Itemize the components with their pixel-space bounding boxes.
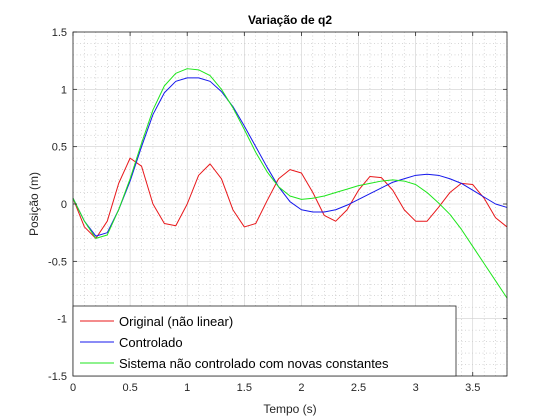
x-tick-label: 2: [298, 382, 304, 394]
legend-label-controlado: Controlado: [119, 335, 183, 350]
x-axis-label: Tempo (s): [263, 402, 316, 416]
x-tick-label: 3: [413, 382, 419, 394]
x-tick-label: 3.5: [465, 382, 480, 394]
legend-label-original: Original (não linear): [119, 314, 233, 329]
y-axis-label: Posição (m): [27, 172, 41, 236]
y-tick-label: -1: [57, 314, 67, 326]
x-tick-label: 0.5: [122, 382, 137, 394]
x-tick-label: 2.5: [351, 382, 366, 394]
legend-box: [72, 305, 457, 377]
series-line-controlado: [72, 77, 508, 237]
x-tick-label: 0: [70, 382, 76, 394]
x-tick-label: 1: [184, 382, 190, 394]
series-layer: [72, 68, 508, 299]
x-tick-label: 1.5: [237, 382, 252, 394]
legend: Original (não linear) Controlado Sistema…: [72, 305, 457, 377]
legend-label-nao-controlado: Sistema não controlado com novas constan…: [119, 356, 389, 371]
series-line-nao-controlado: [72, 68, 508, 299]
y-tick-label: 0.5: [52, 142, 67, 154]
chart-title: Variação de q2: [248, 13, 332, 27]
y-tick-label: 1.5: [52, 27, 67, 39]
x-tick-labels: 0 0.5 1 1.5 2 2.5 3 3.5: [70, 382, 480, 394]
y-tick-labels: -1.5 -1 -0.5 0 0.5 1 1.5: [48, 27, 67, 383]
y-tick-label: 1: [61, 84, 67, 96]
series-line-original: [72, 157, 508, 239]
y-tick-label: -0.5: [48, 256, 67, 268]
y-tick-label: 0: [61, 199, 67, 211]
y-tick-label: -1.5: [48, 371, 67, 383]
